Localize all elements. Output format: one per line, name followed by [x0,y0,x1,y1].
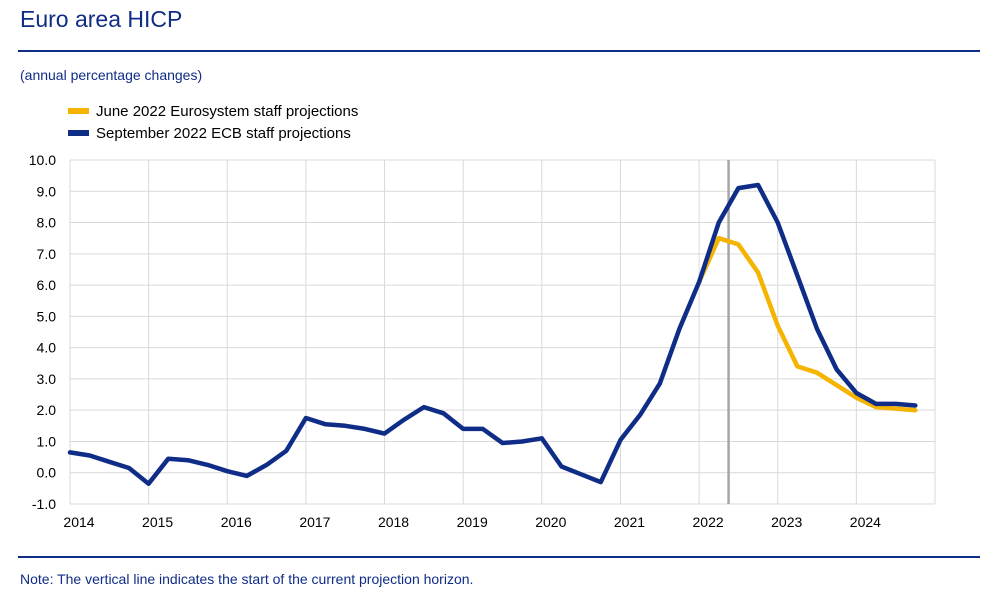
legend-swatch-june [68,108,89,114]
chart-title: Euro area HICP [20,6,183,32]
x-tick-label: 2015 [142,514,173,530]
x-tick-label: 2023 [771,514,802,530]
y-tick-label: 5.0 [37,308,57,324]
legend-label-september: September 2022 ECB staff projections [96,124,351,142]
september-2022-series-line [67,182,918,486]
x-tick-label: 2022 [693,514,724,530]
x-tick-label: 2024 [850,514,881,530]
legend-item-june: June 2022 Eurosystem staff projections [68,100,358,122]
y-tick-label: 9.0 [37,183,57,199]
legend: June 2022 Eurosystem staff projections S… [68,100,358,144]
x-tick-label: 2018 [378,514,409,530]
x-tick-label: 2014 [63,514,94,530]
title-divider [18,50,980,52]
y-tick-label: 3.0 [37,371,57,387]
y-tick-label: 10.0 [29,152,56,168]
legend-item-september: September 2022 ECB staff projections [68,122,358,144]
y-tick-label: 2.0 [37,402,57,418]
note-divider [18,556,980,558]
legend-swatch-september [68,130,89,136]
x-tick-label: 2020 [535,514,566,530]
x-tick-label: 2017 [299,514,330,530]
y-tick-label: 6.0 [37,277,57,293]
x-tick-label: 2016 [221,514,252,530]
y-tick-label: 7.0 [37,246,57,262]
chart-subtitle: (annual percentage changes) [20,67,203,83]
y-tick-label: 1.0 [37,433,57,449]
june-2022-series-line [696,235,918,413]
legend-label-june: June 2022 Eurosystem staff projections [96,102,359,120]
y-tick-label: -1.0 [32,496,56,512]
chart-note: Note: The vertical line indicates the st… [20,571,474,587]
y-tick-label: 0.0 [37,465,57,481]
x-tick-label: 2021 [614,514,645,530]
y-tick-label: 8.0 [37,215,57,231]
x-tick-label: 2019 [457,514,488,530]
y-tick-label: 4.0 [37,340,57,356]
